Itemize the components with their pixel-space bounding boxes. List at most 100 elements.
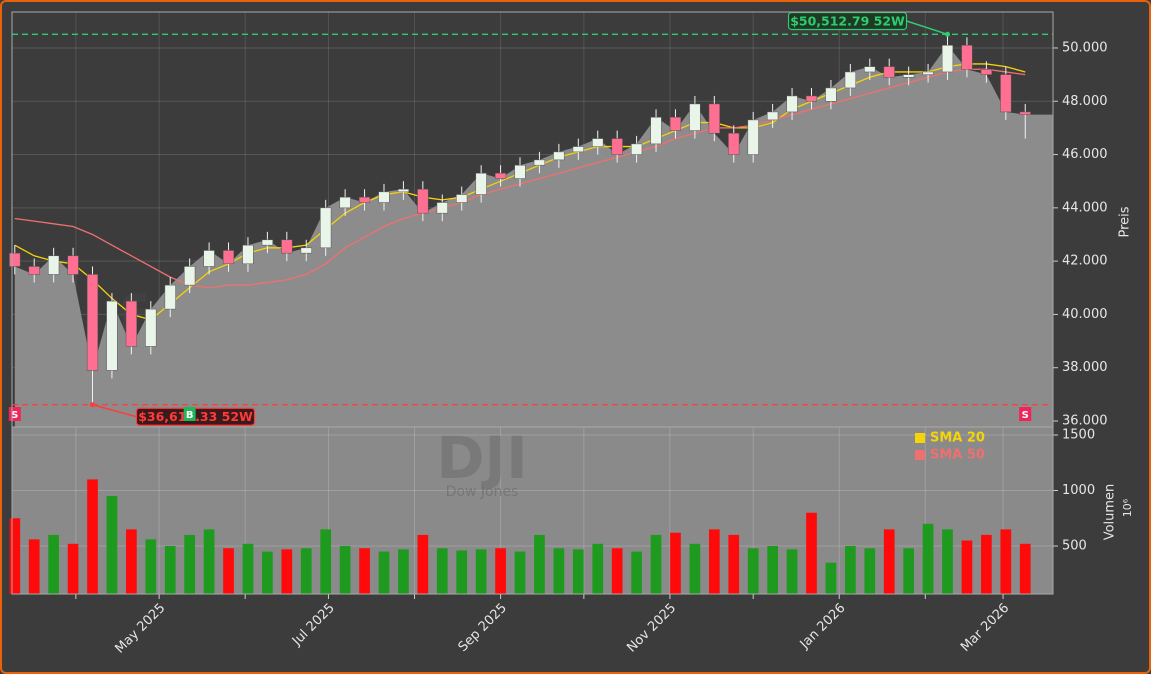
candle-body [805,95,818,102]
candle-body [825,87,837,102]
volume-bar [747,548,759,594]
volume-bar [320,529,332,594]
signal-marker [1019,407,1032,421]
volume-bar [359,548,370,594]
volume-bar [48,534,59,594]
volume-bar [1019,543,1031,594]
volume-bar [184,534,196,594]
candle-body [553,151,565,161]
candle-body [320,207,332,249]
candle-body [514,164,526,179]
candle-body [592,138,604,147]
y2-tick-label: 1000 [1062,483,1095,498]
volume-bar [87,479,98,594]
volume-bar [436,548,448,594]
annotation-arrow-head [945,31,951,37]
candle-body [456,194,468,203]
signal-marker [183,407,196,421]
volume-bar [28,539,40,594]
candle-body [494,172,507,179]
signal-label: S [11,410,18,421]
symbol-watermark: DJI [436,424,527,492]
candle-body [941,45,954,73]
y2-axis-label: Volumen [1103,484,1118,541]
volume-bar [1000,529,1012,594]
y-tick-label: 42.000 [1062,254,1108,269]
volume-bar [281,549,293,594]
volume-bar [126,529,137,594]
y-tick-label: 36.000 [1062,414,1108,429]
volume-bar [728,534,740,594]
volume-bar [903,548,914,594]
symbol-name-watermark: Dow Jones [446,484,519,500]
candle-body [106,300,118,371]
candle-body [903,74,915,78]
candle-body [48,255,60,275]
candle-body [86,274,99,371]
y-tick-label: 40.000 [1062,307,1108,322]
volume-bar [203,529,215,594]
volume-bar [572,549,584,594]
volume-bar [981,534,992,594]
volume-bar [9,518,21,594]
volume-bar [922,523,934,594]
annotation-arrow-head [90,402,96,408]
y-tick-label: 38.000 [1062,360,1108,375]
volume-bar [339,546,351,594]
candle-body [339,196,351,209]
candle-body [786,95,798,113]
volume-bar [106,496,118,594]
candle-body [475,172,487,195]
candle-body [125,300,137,347]
price-area [14,45,1053,427]
annotation-label: $50,512.79 52W [790,14,905,29]
volume-bar [806,512,817,594]
volume-bar [456,550,468,594]
volume-bar [495,548,506,594]
y-tick-label: 50.000 [1062,40,1108,55]
candle-body [222,250,235,265]
x-tick-label: Jan 2026 [797,601,849,653]
volume-bar [864,548,876,594]
y2-tick-label: 1500 [1062,427,1095,442]
y-axis-label: Preis [1118,206,1133,237]
signal-label: S [1022,410,1029,421]
volume-bar [825,562,837,594]
candle-body [922,71,934,75]
candle-body [669,116,682,131]
y-tick-label: 44.000 [1062,200,1108,215]
candle-body [533,159,546,166]
volume-bar [223,548,234,594]
candle-body [281,239,293,254]
volume-bar [786,549,798,594]
candle-body [631,143,643,155]
y2-tick-label: 500 [1062,539,1087,554]
legend-label: SMA 50 [930,448,985,463]
volume-bar [767,546,778,594]
volume-bar [475,549,487,594]
candle-body [164,284,176,310]
volume-bar [631,551,642,594]
x-tick-label: Mar 2026 [958,601,1012,655]
volume-bar [534,534,545,594]
volume-bar [514,551,526,594]
candle-body [9,252,21,267]
volume-bar [845,546,856,594]
candle-body [378,191,390,203]
candle-body [747,119,759,155]
candle-body [203,250,215,267]
volume-bar [883,529,895,594]
candle-body [261,239,273,246]
candle-body [767,111,779,121]
volume-frame [11,426,1054,595]
candle-body [67,255,79,275]
volume-bar [145,539,157,594]
volume-bar [378,551,390,594]
candle-body [28,266,40,275]
candle-body [242,244,254,265]
volume-bar [942,529,953,594]
legend-label: SMA 20 [930,431,985,446]
volume-bar [164,546,176,594]
